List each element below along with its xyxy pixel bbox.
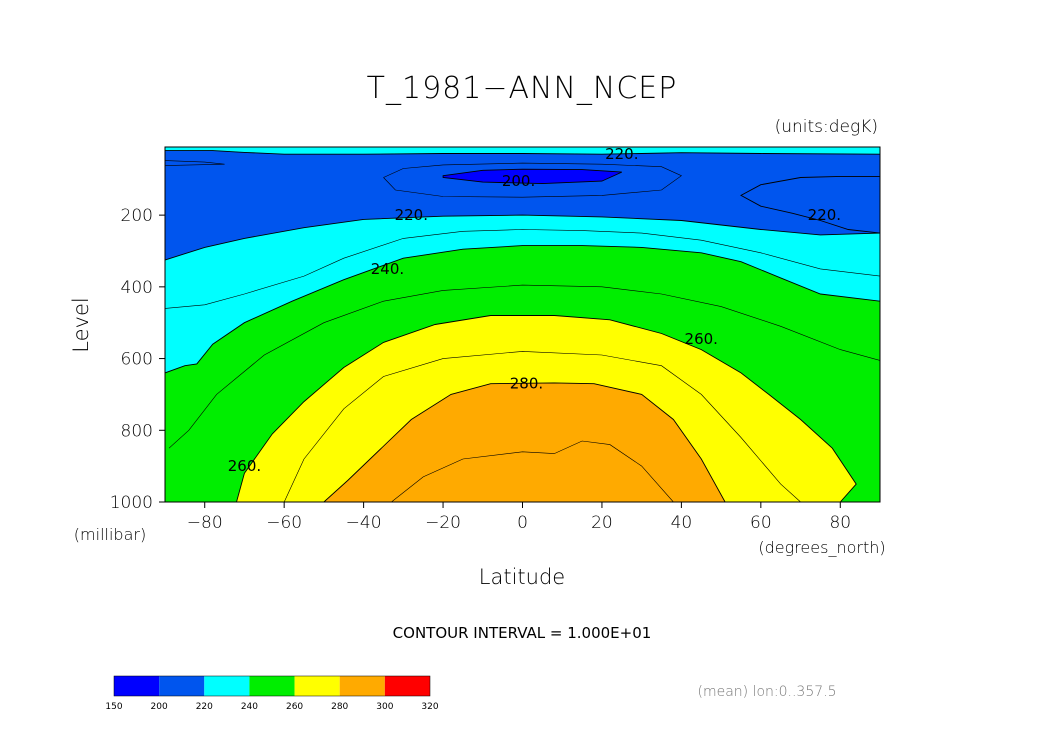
- colorbar-label: 320: [421, 702, 438, 712]
- units-label: (units:degK): [775, 117, 878, 137]
- colorbar-swatch: [204, 676, 250, 696]
- x-axis: −80 −60 −40 −20 0 20 40 60 80: [187, 502, 851, 533]
- contour-label: 220.: [808, 206, 841, 224]
- y-axis-title: Level: [69, 297, 93, 352]
- colorbar-swatch: [294, 676, 340, 696]
- x-tick-label: −60: [266, 513, 302, 533]
- x-tick-label: −80: [187, 513, 223, 533]
- footer-mean-text: (mean) lon:0..357.5: [697, 684, 836, 700]
- colorbar-label: 150: [105, 702, 122, 712]
- contour-line-210: [383, 162, 682, 198]
- colorbar: 150 200 220 240 260 280 300 320: [105, 675, 439, 712]
- x-tick-label: 0: [517, 513, 528, 533]
- x-tick-label: 40: [671, 513, 693, 533]
- colorbar-label: 240: [241, 702, 258, 712]
- colorbar-label: 220: [196, 702, 213, 712]
- contour-region-150-200: [442, 168, 622, 185]
- y-tick-label: 200: [121, 206, 153, 226]
- filled-contours: [165, 147, 880, 502]
- y-tick-label: 600: [121, 350, 153, 370]
- contour-labels: 220. 200. 220. 220. 240. 260. 280. 260.: [228, 145, 841, 475]
- contour-line-230: [165, 229, 880, 309]
- x-tick-label: 60: [750, 513, 772, 533]
- contour-label: 260.: [685, 330, 718, 348]
- colorbar-label: 200: [151, 702, 168, 712]
- contour-region-280-300: [323, 382, 726, 502]
- colorbar-swatch: [249, 676, 295, 696]
- contour-interval-text: CONTOUR INTERVAL = 1.000E+01: [393, 624, 652, 642]
- colorbar-label: 260: [286, 702, 303, 712]
- contour-label: 240.: [371, 260, 404, 278]
- chart-title: T_1981−ANN_NCEP: [367, 71, 678, 106]
- y-tick-label: 1000: [110, 493, 153, 513]
- contour-line-270: [283, 351, 801, 502]
- colorbar-swatch: [339, 676, 385, 696]
- contour-label: 220.: [605, 145, 638, 163]
- plot-area: 220. 200. 220. 220. 240. 260. 280. 260.: [164, 145, 881, 503]
- contour-label: 260.: [228, 457, 261, 475]
- contour-line-250: [168, 284, 880, 449]
- x-tick-label: 20: [591, 513, 613, 533]
- contour-label: 200.: [502, 172, 535, 190]
- x-tick-label: −40: [346, 513, 382, 533]
- contour-region-200-220: [165, 150, 880, 261]
- colorbar-swatch: [114, 676, 160, 696]
- contour-label: 220.: [395, 206, 428, 224]
- y-units-label: (millibar): [74, 525, 146, 544]
- y-axis: 200 400 600 800 1000: [110, 206, 165, 513]
- colorbar-label: 300: [376, 702, 393, 712]
- x-tick-label: −20: [425, 513, 461, 533]
- contour-label: 280.: [510, 375, 543, 393]
- colorbar-swatch: [159, 676, 205, 696]
- x-units-label: (degrees_north): [758, 538, 885, 557]
- colorbar-frame: [113, 675, 431, 697]
- colorbar-label: 280: [331, 702, 348, 712]
- y-tick-label: 800: [121, 421, 153, 441]
- y-tick-label: 400: [121, 278, 153, 298]
- colorbar-swatch: [384, 676, 430, 696]
- contour-line-210: [165, 160, 225, 166]
- x-axis-title: Latitude: [479, 565, 565, 589]
- contour-lines: [165, 160, 880, 502]
- x-tick-label: 80: [829, 513, 851, 533]
- contour-line-290: [391, 440, 674, 502]
